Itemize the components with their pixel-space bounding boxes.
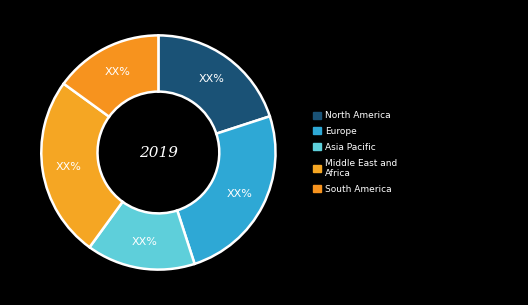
Text: 2019: 2019 — [139, 145, 178, 160]
Text: XX%: XX% — [104, 66, 130, 77]
Wedge shape — [90, 202, 195, 270]
Legend: North America, Europe, Asia Pacific, Middle East and
Africa, South America: North America, Europe, Asia Pacific, Mid… — [311, 109, 400, 196]
Wedge shape — [64, 35, 158, 117]
Wedge shape — [177, 116, 276, 264]
Text: XX%: XX% — [227, 189, 252, 199]
Text: XX%: XX% — [56, 162, 82, 172]
Text: XX%: XX% — [131, 237, 157, 247]
Wedge shape — [41, 84, 122, 247]
Text: XX%: XX% — [199, 74, 225, 84]
Wedge shape — [158, 35, 270, 134]
